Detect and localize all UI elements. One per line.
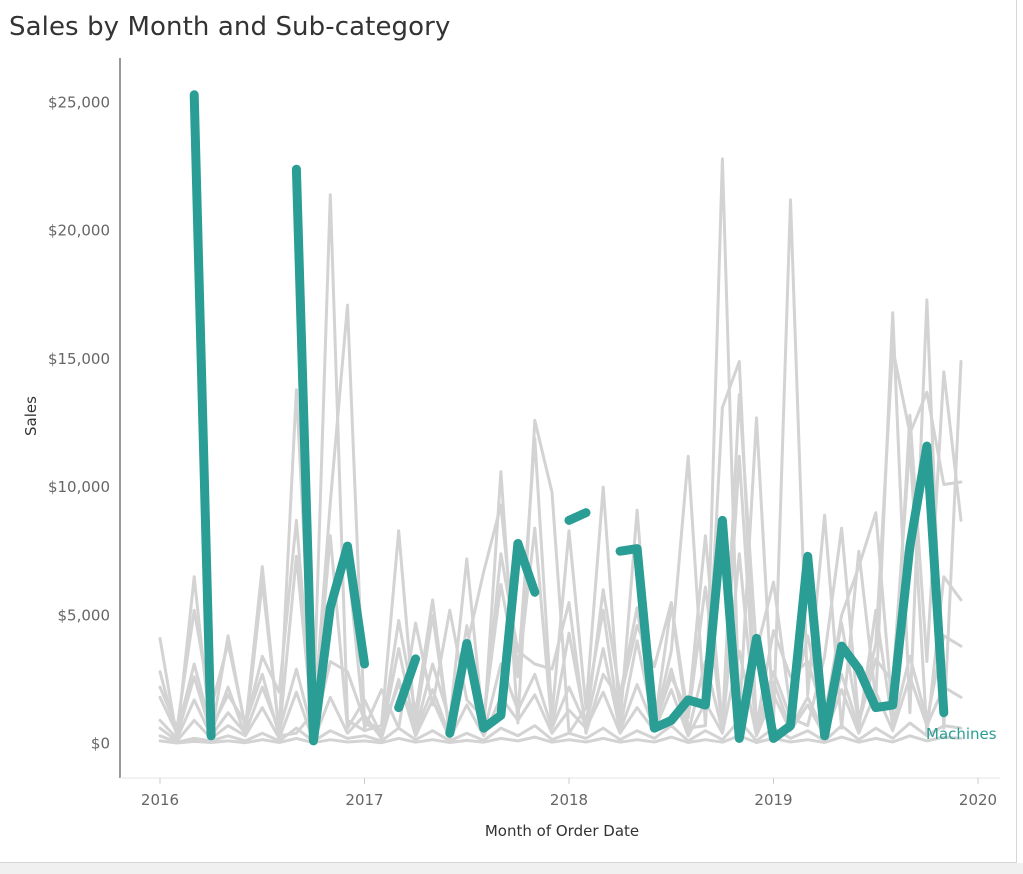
x-tick-label: 2017 [345,791,383,809]
x-tick-label: 2020 [959,791,997,809]
series-line-9 [158,734,963,745]
y-tick-labels: $0 $5,000 $10,000 $15,000 $20,000 $25,000 [48,94,110,753]
y-tick-label: $20,000 [48,222,110,240]
x-axis-title: Month of Order Date [485,822,639,840]
y-axis-title: Sales [22,396,40,436]
highlight-series-group [189,90,949,746]
y-tick-label: $15,000 [48,350,110,368]
view-border-bottom [0,862,1017,863]
x-tick-label: 2019 [754,791,792,809]
highlight-series-label: Machines [926,725,997,743]
x-tick-labels: 2016 2017 2018 2019 2020 [141,778,997,809]
y-tick-label: $0 [91,735,110,753]
status-strip [0,863,1023,874]
chart-title: Sales by Month and Sub-category [9,12,451,42]
y-tick-label: $25,000 [48,94,110,112]
y-tick-label: $5,000 [58,606,111,624]
y-tick-label: $10,000 [48,478,110,496]
series-line-machines [189,90,949,746]
series-line-3 [158,303,963,738]
x-tick-label: 2018 [550,791,588,809]
view-border-right [1016,0,1017,862]
x-tick-label: 2016 [141,791,179,809]
